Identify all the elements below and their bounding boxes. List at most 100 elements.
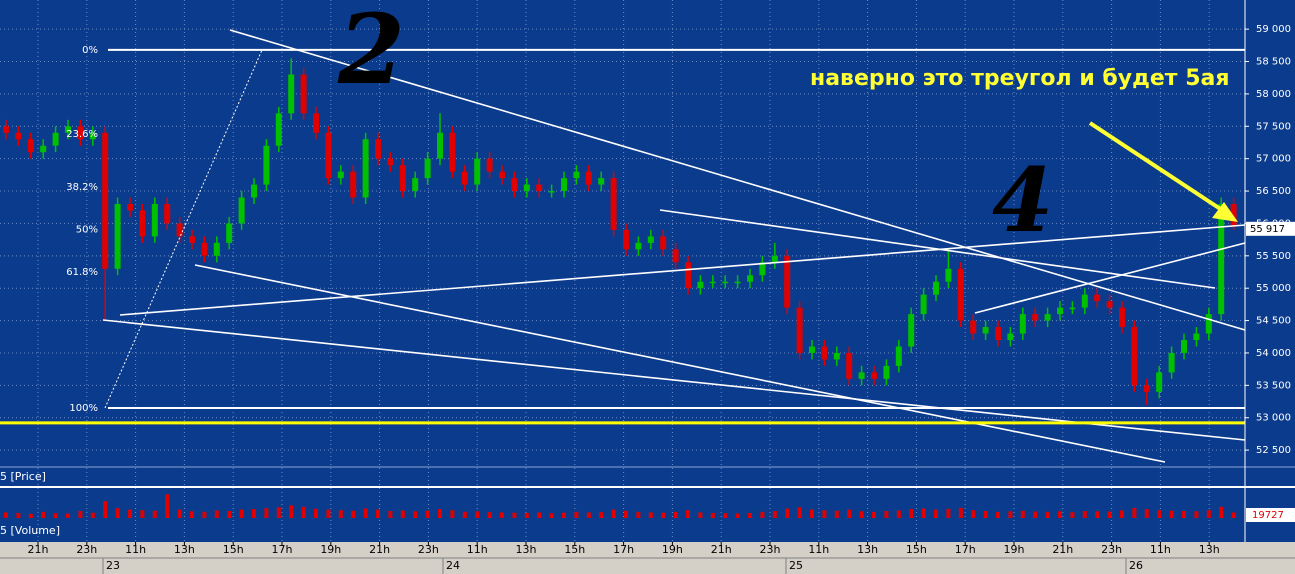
candle-body [350, 171, 357, 198]
volume-bar [1182, 511, 1186, 518]
candle-body [598, 178, 605, 185]
x-tick-label: 17h [613, 543, 634, 556]
candle-body [127, 204, 133, 211]
candle-body [1019, 314, 1026, 334]
candle-body [263, 145, 270, 185]
volume-bar [512, 512, 517, 518]
x-tick-label: 23h [760, 543, 781, 556]
volume-bar [1219, 506, 1224, 518]
candle-body [536, 184, 543, 192]
y-tick-label: 56 500 [1256, 186, 1291, 197]
candle-body [883, 365, 890, 379]
candle-body [362, 139, 369, 198]
candle-body [77, 126, 84, 140]
x-tick-label: 19h [662, 543, 683, 556]
candle-body [858, 372, 865, 379]
volume-bar [1058, 511, 1062, 518]
x-tick-label: 11h [808, 543, 829, 556]
x-tick-label: 23h [1101, 543, 1122, 556]
candle-body [1131, 327, 1138, 386]
wave-label: 4 [992, 148, 1053, 252]
candle-body [164, 204, 171, 224]
volume-bar [1194, 511, 1199, 518]
candle-body [1032, 314, 1039, 321]
candle-body [226, 223, 233, 243]
fib-label: 50% [76, 224, 98, 235]
candle-body [1193, 333, 1200, 341]
candle-body [1218, 204, 1225, 315]
volume-bar [934, 509, 938, 518]
volume-bar [1132, 507, 1137, 518]
volume-bar [1144, 509, 1149, 518]
candle-body [585, 171, 592, 185]
volume-bar [549, 513, 554, 518]
volume-bar [909, 509, 914, 518]
volume-bar [227, 511, 232, 518]
trend-line [194, 264, 1166, 463]
trend-line [229, 29, 1246, 331]
volume-bar [723, 513, 728, 518]
volume-bar [946, 508, 951, 518]
candle-body [895, 346, 902, 366]
candle-body [1181, 340, 1187, 353]
candle-body [424, 158, 431, 179]
candle-body [685, 262, 691, 289]
candle-body [337, 171, 344, 179]
volume-bar [760, 511, 765, 518]
candle-body [809, 346, 815, 353]
volume-bar [276, 507, 281, 518]
volume-bar [66, 513, 70, 518]
volume-bar [896, 510, 901, 518]
candle-body [709, 281, 716, 284]
candle-body [412, 178, 419, 192]
candle-body [821, 346, 828, 360]
candle-body [647, 236, 654, 243]
volume-bar [314, 508, 318, 518]
candle-body [65, 126, 71, 133]
wave-label: 2 [337, 0, 405, 106]
candle-body [747, 275, 753, 282]
candle-body [1119, 307, 1125, 328]
volume-bar [239, 509, 244, 518]
x-tick-label: 21h [369, 543, 390, 556]
candle-body [1156, 372, 1163, 392]
candle-body [660, 236, 667, 250]
candle-body [52, 132, 59, 146]
candle-body [796, 307, 803, 353]
volume-bar [4, 512, 8, 518]
candle-body [139, 210, 146, 237]
candle-body [920, 294, 927, 315]
volume-bar [735, 513, 740, 518]
volume-bar [1107, 511, 1112, 518]
candle-body [3, 126, 9, 133]
x-tick-label: 13h [857, 543, 878, 556]
volume-bar [599, 512, 604, 518]
volume-bar [822, 510, 827, 518]
volume-bar [996, 511, 1000, 518]
arrow-head [1212, 202, 1238, 222]
candle-body [238, 197, 245, 224]
volume-bar [41, 511, 46, 518]
candle-body [102, 132, 109, 269]
volume-bar [1008, 511, 1013, 518]
volume-bar [1045, 511, 1050, 518]
volume-bar [363, 508, 368, 518]
candle-body [176, 223, 183, 237]
volume-bar [1095, 511, 1100, 518]
volume-bar [1169, 510, 1174, 518]
fib-label: 100% [69, 403, 98, 414]
volume-bar [624, 510, 628, 518]
panel-label: 5 [Price] [0, 470, 46, 483]
volume-bar [958, 507, 963, 518]
candle-body [1007, 333, 1014, 341]
volume-bar [785, 508, 790, 518]
volume-bar [462, 511, 467, 518]
volume-bar [487, 512, 492, 518]
volume-bar [983, 511, 988, 518]
candle-body [201, 242, 208, 256]
volume-bar [537, 512, 542, 518]
y-tick-label: 54 000 [1256, 348, 1291, 359]
volume-bar [636, 511, 641, 518]
candle-body [1094, 294, 1101, 302]
volume-bar [1157, 510, 1162, 518]
